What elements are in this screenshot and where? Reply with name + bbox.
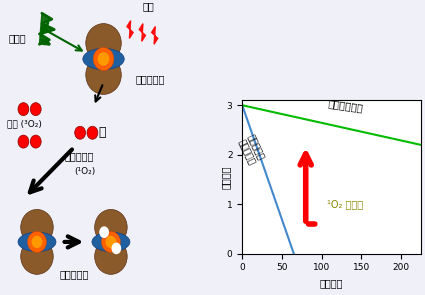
Text: ¹O₂ 捕捉剤: ¹O₂ 捕捉剤 (327, 199, 363, 209)
Circle shape (75, 126, 85, 139)
Ellipse shape (95, 239, 127, 274)
Ellipse shape (86, 24, 121, 63)
Circle shape (30, 103, 41, 116)
Text: ＊: ＊ (99, 126, 106, 139)
Ellipse shape (83, 48, 124, 70)
Circle shape (18, 103, 29, 116)
Text: 酸化の進行: 酸化の進行 (59, 269, 89, 279)
Text: 発光強度: 発光強度 (220, 165, 230, 189)
Circle shape (111, 242, 121, 254)
Ellipse shape (21, 209, 53, 245)
Ellipse shape (102, 231, 120, 253)
Ellipse shape (93, 47, 114, 71)
X-axis label: 時間，秒: 時間，秒 (320, 278, 343, 288)
Ellipse shape (28, 231, 46, 253)
Circle shape (99, 226, 109, 238)
Text: (¹O₂): (¹O₂) (74, 167, 95, 176)
Polygon shape (139, 24, 145, 41)
Polygon shape (40, 13, 54, 44)
Circle shape (18, 135, 29, 148)
Circle shape (87, 126, 98, 139)
Text: 量子ドット: 量子ドット (136, 75, 165, 85)
Text: 酸素 (³O₂): 酸素 (³O₂) (7, 119, 42, 128)
Text: 発光: 発光 (142, 1, 154, 11)
Ellipse shape (21, 239, 53, 274)
Polygon shape (152, 27, 158, 44)
Ellipse shape (92, 232, 130, 252)
Text: 一重項酸素: 一重項酸素 (64, 151, 94, 161)
Text: 安定性が改善: 安定性が改善 (327, 98, 363, 113)
Circle shape (30, 135, 41, 148)
Text: 酸化による
発光の喪失: 酸化による 発光の喪失 (236, 134, 265, 166)
Text: 励起光: 励起光 (8, 33, 26, 43)
Ellipse shape (105, 236, 116, 248)
Ellipse shape (95, 209, 127, 245)
Ellipse shape (86, 55, 121, 94)
Ellipse shape (98, 52, 110, 66)
Polygon shape (127, 21, 133, 38)
Ellipse shape (31, 236, 42, 248)
Ellipse shape (18, 232, 56, 252)
